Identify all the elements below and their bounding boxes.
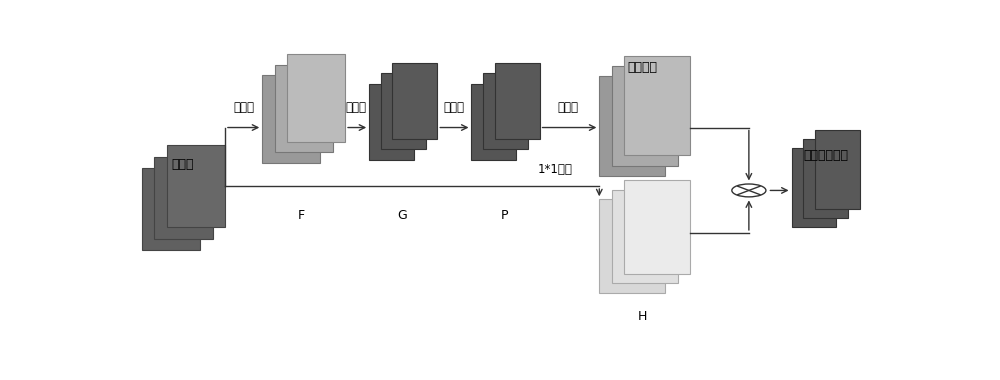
Text: 上采样: 上采样 <box>558 101 579 114</box>
Bar <box>624 180 690 274</box>
Text: 1*1卷积: 1*1卷积 <box>538 163 573 176</box>
Bar <box>287 54 345 142</box>
Bar <box>612 66 678 166</box>
Text: 下采样: 下采样 <box>345 101 366 114</box>
Text: 下采样: 下采样 <box>233 101 254 114</box>
Bar <box>495 63 540 139</box>
Bar <box>599 76 665 176</box>
Bar <box>815 130 860 209</box>
Bar <box>262 75 320 163</box>
Bar <box>142 168 200 250</box>
Text: 上采样: 上采样 <box>443 101 464 114</box>
Bar <box>792 148 836 227</box>
Bar <box>599 199 665 293</box>
Bar <box>381 73 426 149</box>
Bar <box>471 84 516 160</box>
Text: 特征图: 特征图 <box>172 158 194 171</box>
Text: 注意力图: 注意力图 <box>628 61 658 74</box>
Bar <box>275 65 333 152</box>
Bar <box>612 190 678 283</box>
Bar <box>369 84 414 160</box>
Text: F: F <box>298 209 305 222</box>
Bar <box>392 63 437 139</box>
Text: H: H <box>638 310 647 323</box>
Bar <box>483 73 528 149</box>
Bar <box>624 56 690 155</box>
Bar <box>803 139 848 218</box>
Text: P: P <box>501 209 509 222</box>
Bar <box>167 145 225 227</box>
Text: G: G <box>398 209 407 222</box>
Text: 注意力特征图: 注意力特征图 <box>804 149 849 162</box>
Bar <box>154 157 213 239</box>
